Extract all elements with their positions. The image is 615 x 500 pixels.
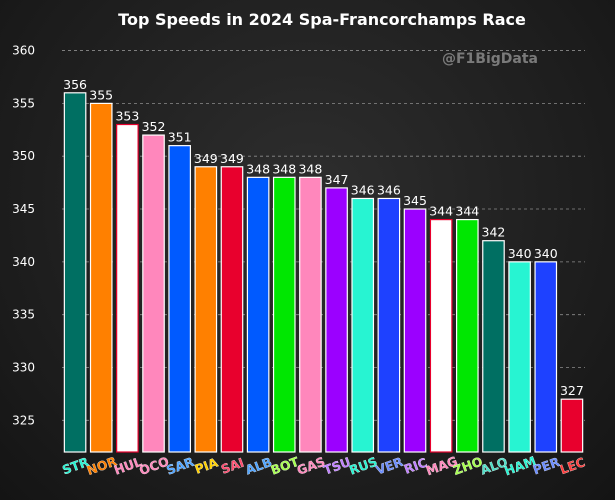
- x-tick-label: SAI: [219, 455, 246, 477]
- bar-str: [63, 92, 87, 453]
- bar-ham: [508, 261, 531, 453]
- value-label: 327: [560, 383, 584, 398]
- bar-hul: [116, 123, 139, 453]
- y-tick-label: 325: [12, 413, 35, 427]
- bar-ric: [403, 208, 427, 453]
- bar-sar: [168, 145, 191, 453]
- value-label: 340: [508, 246, 532, 261]
- value-label: 346: [377, 182, 401, 197]
- bar-per: [534, 261, 558, 453]
- x-tick-label: VER: [374, 454, 406, 478]
- grid-layer: 325 330 335 340 345 350 355 360: [12, 44, 585, 427]
- x-tick-label: PIA: [193, 455, 221, 477]
- bar-nor: [89, 102, 113, 453]
- value-label: 351: [168, 130, 192, 145]
- bar-lec: [560, 398, 584, 453]
- value-label: 352: [142, 119, 166, 134]
- value-label: 347: [325, 172, 349, 187]
- y-tick-label: 330: [12, 360, 35, 374]
- y-tick-label: 340: [12, 255, 35, 269]
- value-label: 345: [403, 193, 427, 208]
- value-label: 348: [298, 161, 322, 176]
- watermark-text: @F1BigData: [442, 51, 538, 67]
- bar-mag: [429, 218, 453, 453]
- y-tick-label: 350: [12, 149, 35, 163]
- x-tick-label: SAR: [164, 454, 196, 478]
- value-label: 349: [220, 151, 244, 166]
- value-label: 344: [429, 204, 453, 219]
- x-tick-label: LEC: [558, 454, 587, 477]
- value-label: 349: [194, 151, 218, 166]
- value-label: 344: [455, 204, 479, 219]
- bar-ver: [377, 197, 401, 453]
- y-tick-label: 360: [12, 44, 35, 58]
- x-tick-label: PER: [531, 454, 562, 478]
- y-tick-label: 335: [12, 308, 35, 322]
- bar-alo: [482, 240, 505, 453]
- label-layer: 356STR355NOR353HUL352OCO351SAR349PIA349S…: [60, 77, 587, 479]
- bar-oco: [142, 134, 165, 453]
- value-label: 346: [351, 182, 375, 197]
- y-tick-label: 355: [12, 96, 35, 110]
- bar-tsu: [325, 187, 348, 453]
- value-label: 355: [89, 87, 113, 102]
- value-label: 348: [272, 161, 296, 176]
- bar-rus: [351, 197, 375, 453]
- value-label: 353: [115, 109, 139, 124]
- value-label: 342: [482, 225, 506, 240]
- value-label: 356: [63, 77, 87, 92]
- bar-bot: [272, 176, 296, 453]
- bar-layer: [63, 92, 584, 453]
- value-label: 340: [534, 246, 558, 261]
- value-label: 348: [246, 161, 270, 176]
- bar-alb: [246, 176, 270, 453]
- bar-zho: [456, 218, 479, 453]
- chart-title: Top Speeds in 2024 Spa-Francorchamps Rac…: [118, 10, 526, 29]
- bar-sai: [220, 166, 244, 453]
- bar-gas: [299, 176, 322, 453]
- bar-pia: [194, 166, 218, 453]
- y-tick-label: 345: [12, 202, 35, 216]
